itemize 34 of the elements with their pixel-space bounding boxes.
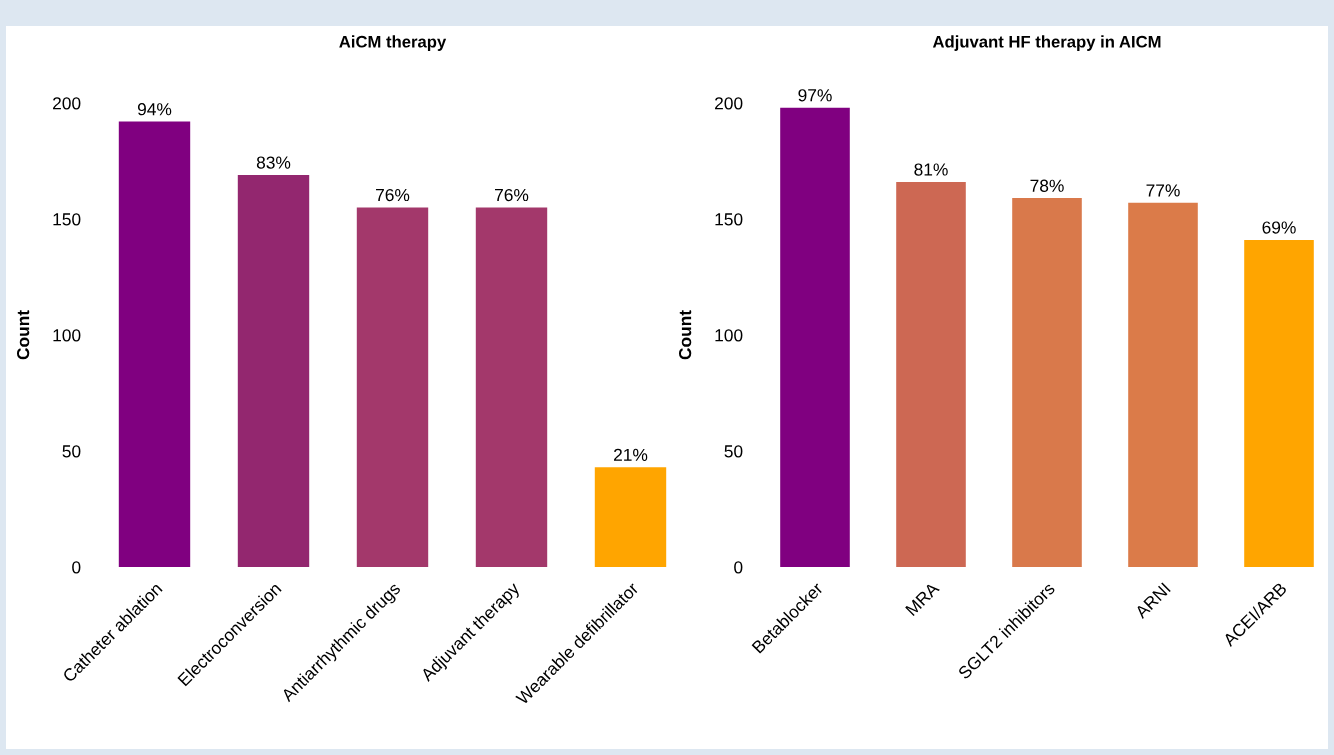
y-tick-label: 150 xyxy=(715,213,743,226)
bar xyxy=(594,467,667,567)
y-tick-label: 150 xyxy=(53,213,81,226)
y-tick-label: 0 xyxy=(734,561,743,574)
y-tick-label: 100 xyxy=(53,329,81,342)
bar xyxy=(780,107,850,567)
y-tick-label: 0 xyxy=(72,561,81,574)
bar xyxy=(1244,239,1314,567)
y-tick-label: 100 xyxy=(715,329,743,342)
annotation: 97% xyxy=(798,89,832,102)
chart-title: Adjuvant HF therapy in AICM xyxy=(932,35,1161,51)
bar xyxy=(475,207,548,567)
annotation: 76% xyxy=(376,188,410,202)
y-axis-title: Count xyxy=(16,310,30,360)
annotation: 21% xyxy=(614,448,648,461)
annotation: 94% xyxy=(137,103,172,116)
bar xyxy=(1128,202,1198,567)
chart-title: AiCM therapy xyxy=(339,35,447,51)
annotation: 77% xyxy=(1146,184,1180,197)
bar xyxy=(896,181,966,567)
annotation: 83% xyxy=(256,156,291,169)
annotation: 81% xyxy=(914,163,948,176)
y-tick-label: 200 xyxy=(53,97,81,110)
y-tick-label: 200 xyxy=(715,97,743,110)
y-axis-title: Count xyxy=(678,310,692,360)
y-tick-label: 50 xyxy=(724,445,743,458)
bar xyxy=(356,207,429,567)
annotation: 69% xyxy=(1262,221,1296,234)
bar xyxy=(1012,198,1082,567)
y-tick-label: 50 xyxy=(62,445,81,458)
annotation: 78% xyxy=(1030,179,1064,192)
bar xyxy=(118,121,191,567)
bar xyxy=(237,174,310,567)
annotation: 76% xyxy=(495,188,529,202)
